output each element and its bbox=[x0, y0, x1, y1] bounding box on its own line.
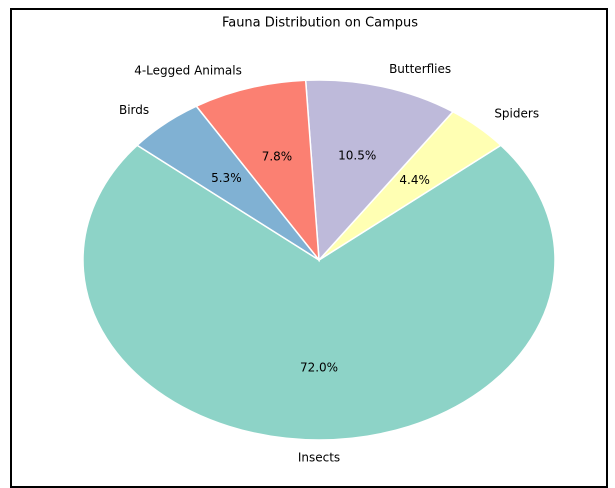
slice-label: Insects bbox=[298, 451, 340, 465]
pie-slice bbox=[195, 79, 320, 263]
slice-label: Birds bbox=[119, 103, 149, 117]
slice-label: 4-Legged Animals bbox=[134, 63, 242, 77]
value-label: 5.3% bbox=[211, 171, 242, 185]
chart-title: Fauna Distribution on Campus bbox=[222, 16, 418, 31]
pie-slice bbox=[304, 79, 455, 262]
value-label: 7.8% bbox=[262, 149, 293, 163]
value-label: 4.4% bbox=[399, 173, 430, 187]
value-label: 10.5% bbox=[338, 149, 376, 163]
slice-label: Butterflies bbox=[389, 62, 451, 76]
slice-label: Spiders bbox=[494, 106, 539, 120]
pie-slice bbox=[135, 105, 320, 261]
pie-slice bbox=[82, 144, 556, 441]
value-label: 72.0% bbox=[300, 361, 338, 375]
